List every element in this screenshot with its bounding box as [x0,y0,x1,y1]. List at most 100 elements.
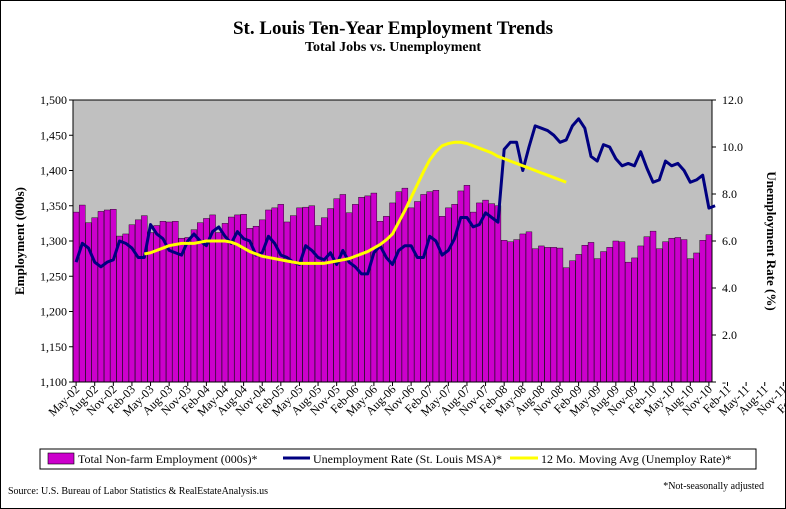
employment-bar [147,232,154,383]
employment-bar [184,237,191,383]
employment-bar [97,211,105,383]
employment-bar [277,204,284,383]
employment-bar [575,254,582,383]
unemployment-rate-line [74,117,716,276]
legend-swatch-employment [47,452,75,465]
employment-bar [674,237,682,383]
employment-bar [513,239,520,383]
employment-bar [438,216,446,383]
y-tick-label: 1,200 [40,305,67,319]
employment-bar [345,212,353,383]
chart-subtitle: Total Jobs vs. Unemployment [304,40,482,55]
y-tick-label: 1,400 [40,164,67,178]
employment-bar [476,202,483,383]
legend-box [39,448,757,470]
employment-bar [197,222,204,383]
employment-bar [234,214,241,383]
y2-tick-label: 12.0 [722,93,743,107]
employment-bar [302,206,309,383]
employment-bar [532,248,539,383]
employment-bar [333,198,340,383]
employment-bar [72,211,80,383]
employment-bar [569,260,576,383]
employment-bar [352,204,359,383]
employment-bar [705,234,713,383]
employment-bar [631,257,638,383]
employment-bar [271,207,278,383]
employment-bar [519,233,526,383]
employment-bar [432,190,440,383]
employment-bar [445,207,452,383]
employment-bar [308,205,315,383]
employment-bar [314,225,322,383]
employment-bar [643,236,651,383]
chart-title: St. Louis Ten-Year Employment Trends [232,18,554,39]
employment-bar [221,223,229,383]
employment-bar [426,191,433,383]
y-tick-label: 1,100 [40,375,67,389]
employment-bar [618,241,626,383]
employment-bar [190,229,198,383]
employment-bar [550,247,557,383]
employment-bar [612,240,619,383]
employment-bar [656,248,663,383]
employment-bar [544,247,551,383]
employment-bar [463,185,471,383]
employment-bar [420,194,427,383]
employment-bar [79,204,86,383]
employment-bar [494,205,502,383]
employment-bar [587,242,595,383]
employment-bar [116,235,123,383]
y2-tick-label: 4.0 [722,281,737,295]
y2-tick-label: 6.0 [722,234,737,248]
employment-bar [594,258,601,383]
y2-axis-title: Unemployment Rate (%) [764,171,779,310]
legend-label-employment: Total Non-farm Employment (000s)* [78,452,257,466]
employment-bar [283,221,291,383]
employment-bar [321,217,328,383]
employment-bar [290,215,297,383]
employment-bar [482,199,489,383]
employment-bar [110,209,117,383]
employment-bar [103,209,111,383]
employment-bar [538,245,545,383]
employment-bar [687,258,694,383]
employment-bar [358,197,365,383]
employment-bar [637,245,644,383]
y2-tick-label: 8.0 [722,187,737,201]
employment-bar [625,261,632,383]
employment-bar [581,245,588,383]
employment-bar [563,267,570,383]
y-tick-label: 1,450 [40,128,67,142]
employment-bar [693,252,700,383]
y-tick-label: 1,300 [40,234,67,248]
y-tick-label: 1,150 [40,340,67,354]
adjustment-note: *Not-seasonally adjusted [663,481,764,492]
y-tick-label: 1,350 [40,199,67,213]
employment-bar [327,208,334,383]
y-axis-title: Employment (000s) [12,187,27,295]
y2-tick-label: 2.0 [722,328,737,342]
x-tick-label: Feb-12 [774,382,786,416]
employment-bar [414,201,421,383]
y2-tick-label: 10.0 [722,140,743,154]
employment-bar [668,237,675,383]
employment-bar [507,241,514,383]
employment-bar [215,232,222,383]
employment-bar [662,241,669,383]
legend-label-moving-avg: 12 Mo. Moving Avg (Unemploy Rate)* [541,452,731,466]
employment-bar [699,240,706,383]
employment-bar [600,251,607,383]
y-tick-label: 1,250 [40,269,67,283]
employment-bar [488,203,495,383]
employment-bar [680,239,688,383]
employment-bar [606,247,613,383]
employment-bar [525,231,533,383]
source-note: Source: U.S. Bureau of Labor Statistics … [8,486,268,497]
employment-bar [296,207,303,383]
employment-bar [339,194,347,383]
employment-bar [91,217,98,383]
employment-bar [556,247,564,383]
y2-tick-label: - [722,375,726,389]
